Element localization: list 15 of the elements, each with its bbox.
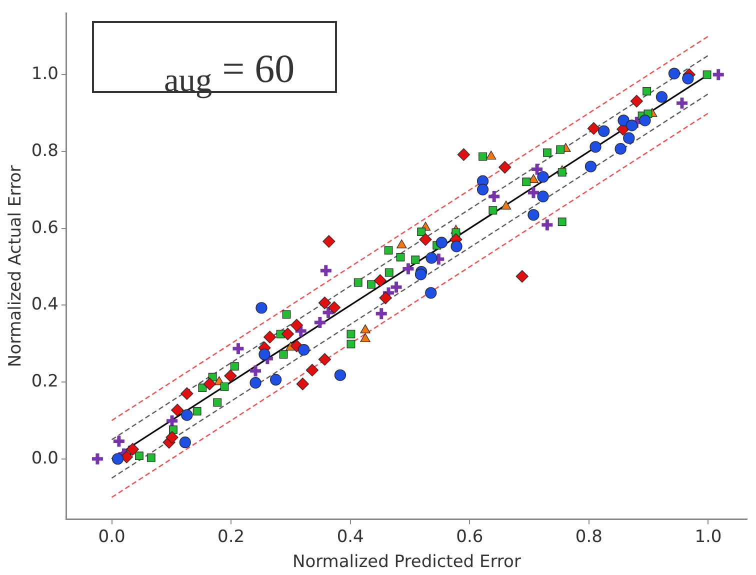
x-axis-title: Normalized Predicted Error bbox=[292, 552, 521, 572]
y-tick-label: 0.0 bbox=[31, 448, 58, 468]
y-axis-title: Normalized Actual Error bbox=[6, 165, 26, 368]
y-tick-label: 0.4 bbox=[31, 294, 58, 315]
y-tick-label: 0.2 bbox=[31, 371, 58, 392]
x-tick-label: 0.0 bbox=[98, 526, 126, 547]
x-tick-label: 0.2 bbox=[218, 526, 245, 547]
y-tick-label: 1.0 bbox=[31, 64, 58, 84]
y-tick-label: 0.8 bbox=[31, 140, 58, 161]
annotation: $_{aug}$ = 60 bbox=[164, 45, 295, 100]
x-tick-label: 1.0 bbox=[694, 526, 722, 547]
y-tick-label: 0.6 bbox=[31, 218, 58, 238]
x-tick-label: 0.4 bbox=[336, 526, 364, 547]
x-tick-label: 0.6 bbox=[456, 526, 484, 547]
x-tick-label: 0.8 bbox=[575, 526, 602, 547]
